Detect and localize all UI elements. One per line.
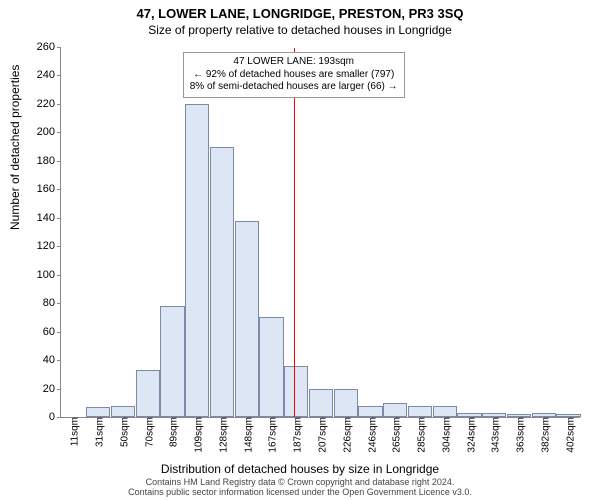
histogram-bar <box>259 317 283 417</box>
x-tick: 148sqm <box>239 417 254 453</box>
x-tick: 70sqm <box>140 417 155 447</box>
histogram-bar <box>408 406 432 417</box>
chart-area: 02040608010012014016018020022024026011sq… <box>60 48 580 418</box>
y-tick: 40 <box>43 354 61 366</box>
y-tick: 220 <box>37 98 61 110</box>
histogram-bar <box>185 104 209 417</box>
footer-line2: Contains public sector information licen… <box>0 488 600 498</box>
histogram-bar <box>309 389 333 417</box>
histogram-bar <box>358 406 382 417</box>
title-main: 47, LOWER LANE, LONGRIDGE, PRESTON, PR3 … <box>0 0 600 21</box>
y-tick: 60 <box>43 326 61 338</box>
legend-line1: 47 LOWER LANE: 193sqm <box>190 56 398 69</box>
x-axis-label: Distribution of detached houses by size … <box>0 462 600 476</box>
title-sub: Size of property relative to detached ho… <box>0 21 600 37</box>
histogram-bar <box>210 147 234 417</box>
x-tick: 285sqm <box>413 417 428 453</box>
x-tick: 382sqm <box>536 417 551 453</box>
histogram-bar <box>111 406 135 417</box>
x-tick: 363sqm <box>512 417 527 453</box>
x-tick: 226sqm <box>338 417 353 453</box>
x-tick: 343sqm <box>487 417 502 453</box>
y-tick: 160 <box>37 183 61 195</box>
histogram-bar <box>284 366 308 417</box>
histogram-bar <box>383 403 407 417</box>
x-tick: 109sqm <box>190 417 205 453</box>
x-tick: 89sqm <box>165 417 180 447</box>
x-tick: 187sqm <box>289 417 304 453</box>
histogram-bar <box>160 306 184 417</box>
x-tick: 324sqm <box>462 417 477 453</box>
x-tick: 402sqm <box>561 417 576 453</box>
y-axis-label: Number of detached properties <box>8 65 22 230</box>
x-tick: 50sqm <box>115 417 130 447</box>
marker-line <box>294 48 295 417</box>
histogram-bar <box>433 406 457 417</box>
x-tick: 11sqm <box>66 417 81 446</box>
y-tick: 100 <box>37 269 61 281</box>
y-tick: 180 <box>37 155 61 167</box>
x-tick: 304sqm <box>437 417 452 453</box>
x-tick: 265sqm <box>388 417 403 453</box>
histogram-bar <box>86 407 110 417</box>
y-tick: 20 <box>43 383 61 395</box>
x-tick: 167sqm <box>264 417 279 453</box>
y-tick: 140 <box>37 212 61 224</box>
x-tick: 246sqm <box>363 417 378 453</box>
footer-attribution: Contains HM Land Registry data © Crown c… <box>0 478 600 498</box>
y-tick: 260 <box>37 41 61 53</box>
y-tick: 240 <box>37 69 61 81</box>
y-tick: 0 <box>49 411 61 423</box>
legend-box: 47 LOWER LANE: 193sqm← 92% of detached h… <box>183 52 405 98</box>
y-tick: 80 <box>43 297 61 309</box>
legend-line3: 8% of semi-detached houses are larger (6… <box>190 81 398 94</box>
histogram-bar <box>136 370 160 417</box>
histogram-bar <box>334 389 358 417</box>
legend-line2: ← 92% of detached houses are smaller (79… <box>190 69 398 82</box>
x-tick: 207sqm <box>314 417 329 453</box>
x-tick: 128sqm <box>214 417 229 453</box>
y-tick: 120 <box>37 240 61 252</box>
x-tick: 31sqm <box>91 417 106 447</box>
histogram-bar <box>235 221 259 417</box>
y-tick: 200 <box>37 126 61 138</box>
